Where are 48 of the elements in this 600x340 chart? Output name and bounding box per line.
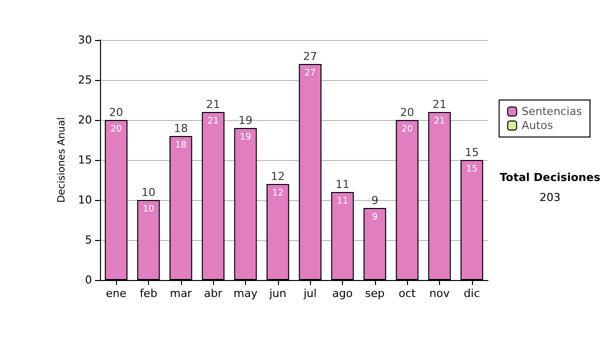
text: Total Decisiones [500,171,600,184]
x-tick-label: abr [204,287,223,300]
total-label: 11 [336,178,350,191]
y-tick-label: 10 [78,194,92,206]
x-tick-label: feb [140,287,158,300]
x-tick-label: nov [429,287,450,300]
y-tick-label: 30 [78,34,92,46]
x-tick-label: ago [332,287,353,300]
data-label: 11 [336,196,348,206]
total-label: 21 [432,98,446,111]
x-tick-label: ene [106,287,127,300]
y-axis-title: Decisiones Anual [56,117,68,203]
data-label: 27 [304,68,316,78]
y-tick-label: 0 [85,274,92,286]
total-label: 20 [400,106,414,119]
data-label: 10 [142,204,154,214]
data-label: 21 [434,116,446,126]
total-label: 9 [371,194,378,207]
legend-label: Autos [522,119,554,132]
legend-label: Sentencias [522,105,582,118]
y-tick-label: 20 [78,114,92,126]
text: 203 [540,191,560,204]
x-tick-label: sep [365,287,385,300]
data-label: 15 [466,164,478,174]
y-tick-label: 5 [85,234,92,246]
x-tick-label: oct [398,287,416,300]
total-label: 12 [270,170,285,183]
data-label: 19 [240,132,252,142]
data-label: 20 [401,124,414,134]
y-tick-label: 15 [78,154,92,166]
x-tick-label: jul [302,287,317,300]
total-label: 10 [142,186,156,199]
data-label: 12 [272,188,284,198]
data-label: 18 [175,140,187,150]
total-label: 19 [238,114,252,127]
data-label: 21 [207,116,219,126]
total-label: 18 [174,122,188,135]
data-label: 9 [372,212,378,222]
data-label: 20 [110,124,122,134]
x-tick-label: mar [170,287,192,300]
total-label: 27 [303,50,318,63]
y-tick-label: 25 [78,74,92,86]
x-tick-label: may [234,287,258,300]
total-label: 20 [109,106,124,119]
x-tick-label: jun [268,287,286,300]
total-label: 21 [206,98,220,111]
total-label: 15 [464,146,479,159]
x-tick-label: dic [464,287,480,300]
